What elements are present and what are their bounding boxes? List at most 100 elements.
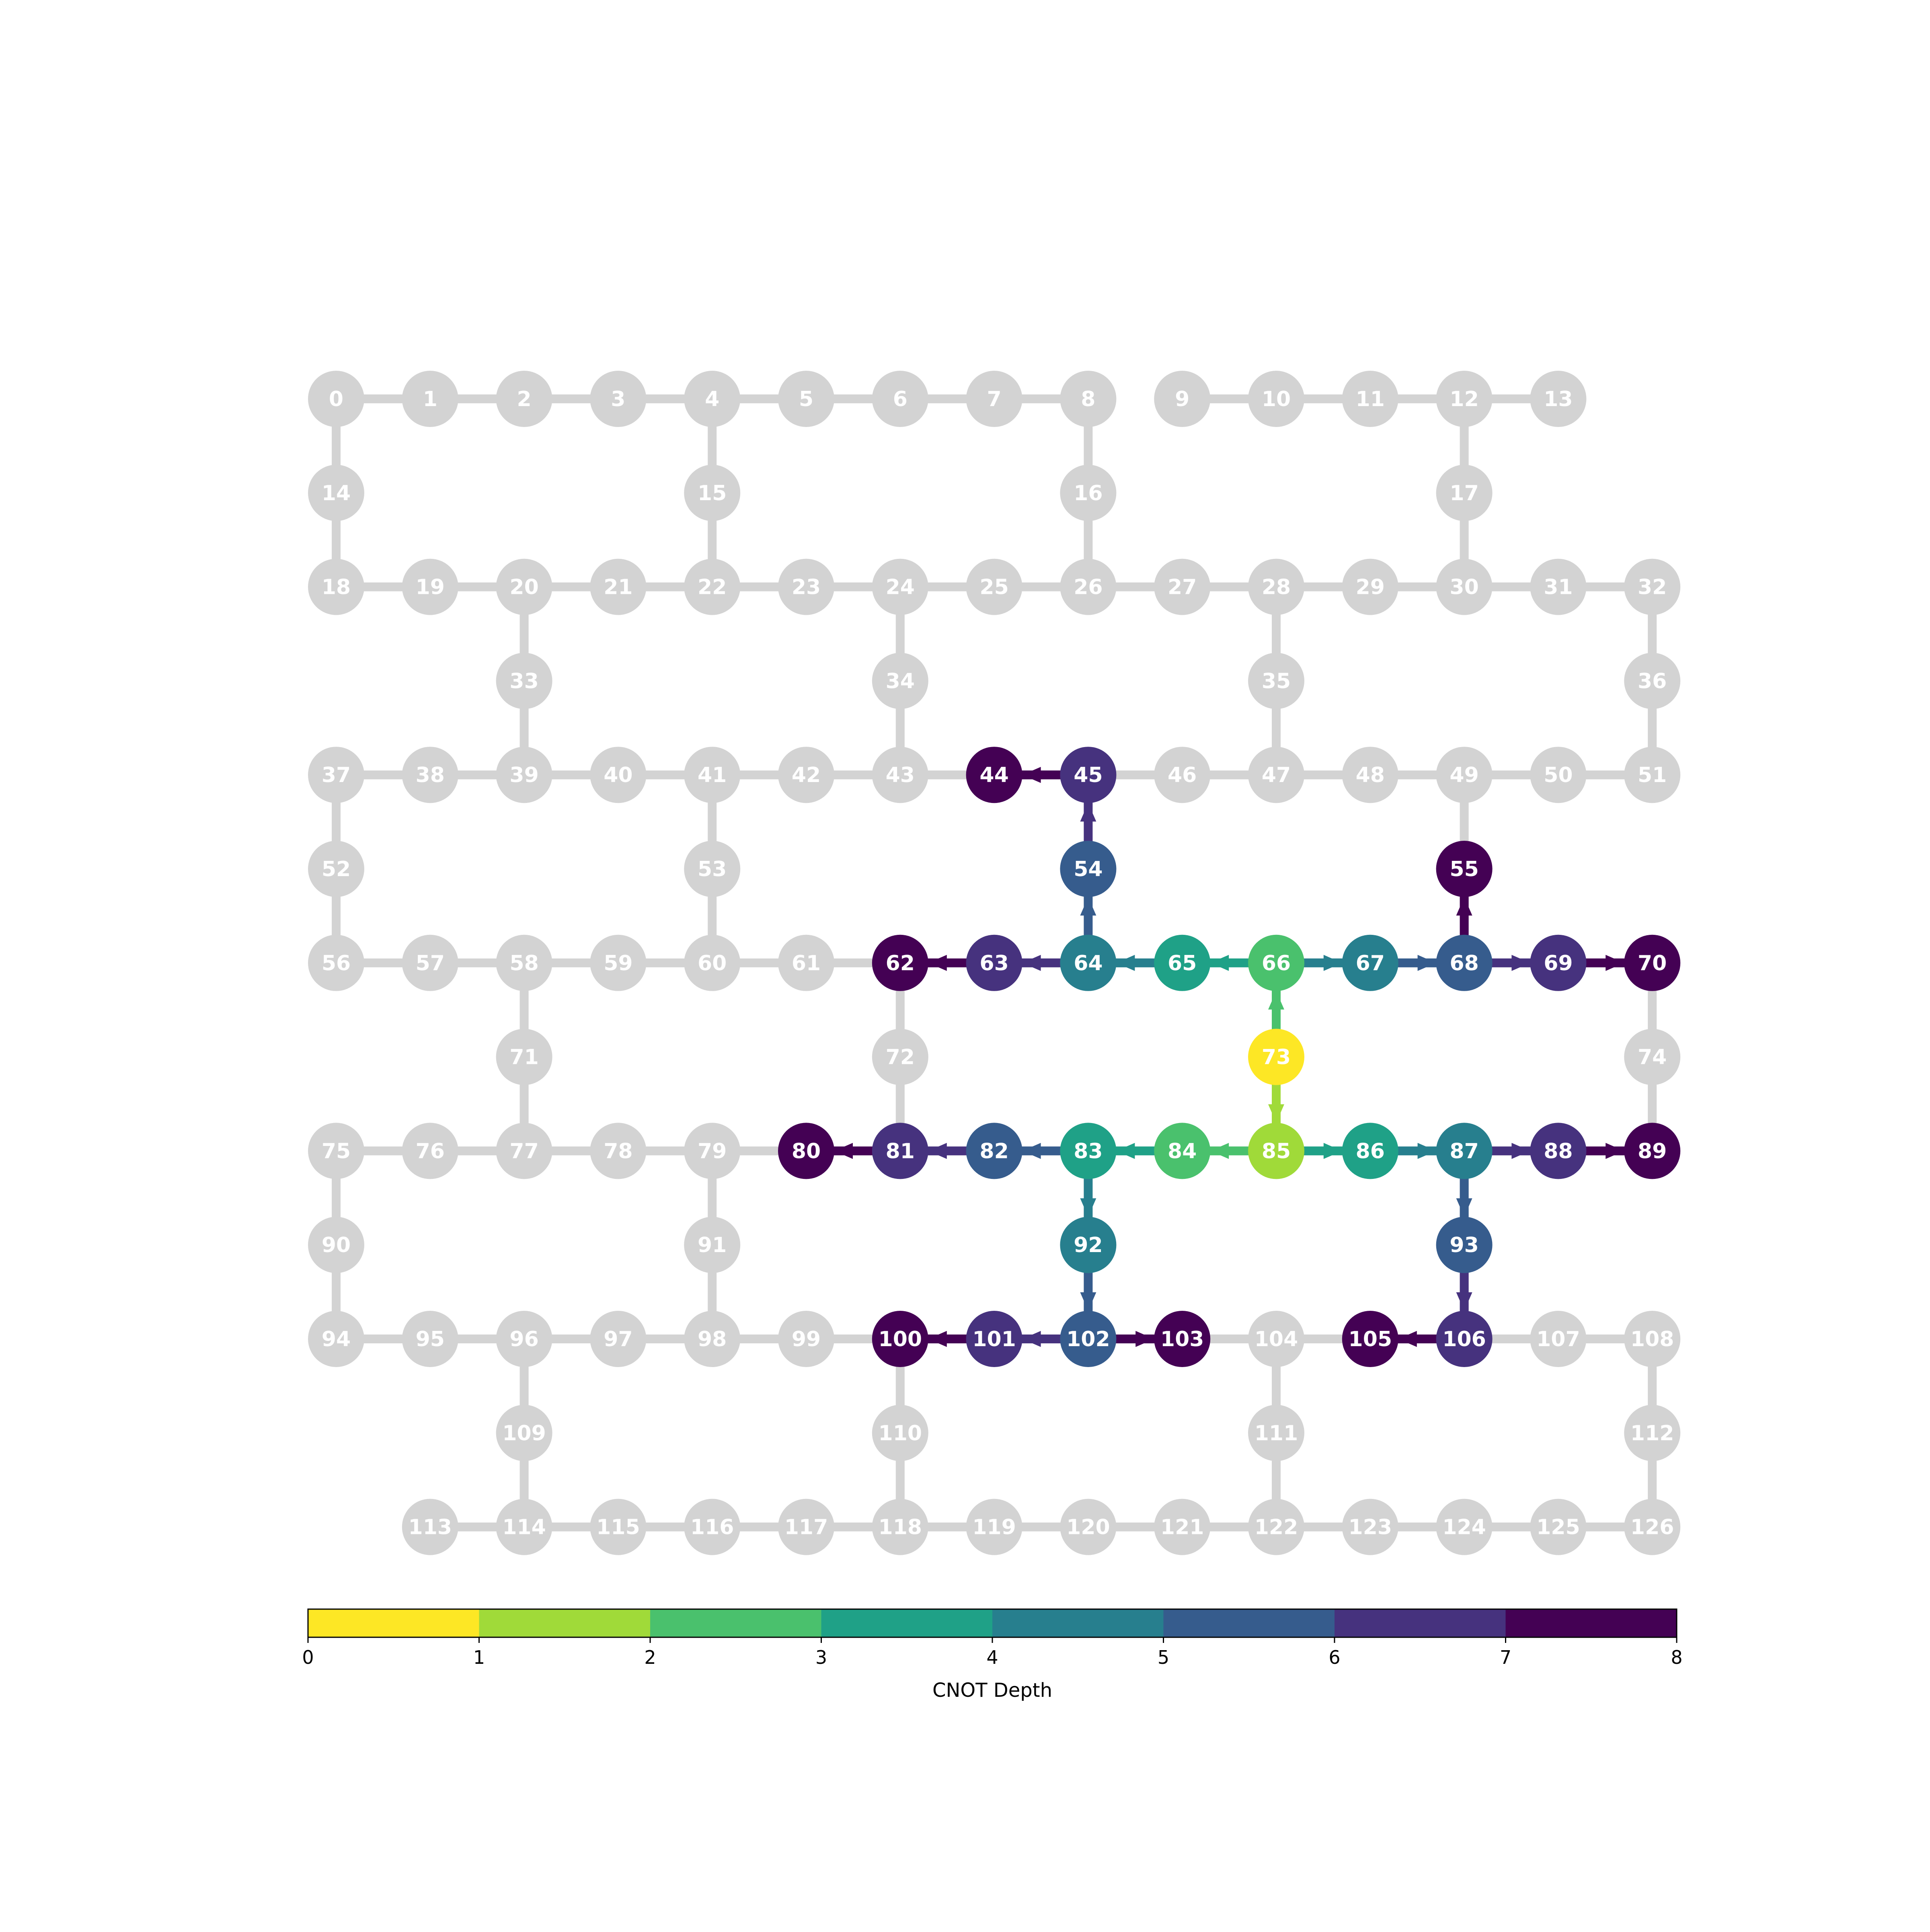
qubit-circle	[402, 1499, 458, 1555]
qubit-label: 34	[886, 669, 915, 693]
qubit-node-119: 119	[966, 1499, 1022, 1555]
qubit-circle	[1436, 841, 1493, 897]
qubit-node-126: 126	[1624, 1499, 1681, 1555]
qubit-node-85: 85	[1248, 1123, 1304, 1179]
cnot-arrowhead	[1210, 1143, 1229, 1159]
qubit-circle	[684, 1311, 741, 1367]
cnot-arrowhead	[1022, 1331, 1041, 1347]
qubit-node-61: 61	[778, 934, 834, 991]
qubit-node-86: 86	[1342, 1123, 1398, 1179]
qubit-node-27: 27	[1154, 558, 1211, 615]
qubit-circle	[1342, 1311, 1398, 1367]
qubit-label: 24	[886, 575, 915, 600]
qubit-circle	[308, 747, 364, 803]
qubit-node-81: 81	[872, 1123, 928, 1179]
qubit-label: 54	[1074, 857, 1103, 881]
qubit-circle	[496, 371, 552, 427]
qubit-circle	[1624, 1404, 1681, 1461]
qubit-circle	[1342, 371, 1398, 427]
cnot-arrowhead	[1135, 1331, 1154, 1347]
qubit-circle	[1060, 1499, 1117, 1555]
qubit-label: 27	[1168, 575, 1197, 600]
qubit-node-10: 10	[1248, 371, 1304, 427]
qubit-node-69: 69	[1530, 934, 1587, 991]
qubit-circle	[778, 1499, 834, 1555]
qubit-circle	[590, 1311, 647, 1367]
cnot-arrowhead	[1511, 955, 1530, 971]
qubit-circle	[402, 1311, 458, 1367]
qubit-label: 73	[1262, 1045, 1291, 1070]
qubit-label: 48	[1356, 763, 1385, 787]
qubit-circle	[1436, 464, 1493, 521]
qubit-label: 84	[1168, 1139, 1197, 1163]
qubit-circle	[1530, 1499, 1587, 1555]
qubit-circle	[1154, 1311, 1211, 1367]
qubit-node-24: 24	[872, 558, 928, 615]
colorbar-tick-label: 6	[1328, 1647, 1340, 1668]
qubit-label: 22	[698, 575, 727, 600]
qubit-circle	[402, 1123, 458, 1179]
qubit-node-113: 113	[402, 1499, 458, 1555]
qubit-node-75: 75	[308, 1123, 364, 1179]
qubit-circle	[1436, 747, 1493, 803]
qubit-node-111: 111	[1248, 1404, 1304, 1461]
qubit-label: 93	[1450, 1233, 1478, 1257]
colorbar-segment-2	[650, 1609, 821, 1637]
qubit-node-16: 16	[1060, 464, 1117, 521]
qubit-circle	[590, 558, 647, 615]
qubit-circle	[496, 558, 552, 615]
qubit-node-26: 26	[1060, 558, 1117, 615]
qubit-label: 6	[893, 387, 908, 411]
qubit-node-52: 52	[308, 841, 364, 897]
qubit-node-6: 6	[872, 371, 928, 427]
qubit-label: 83	[1074, 1139, 1103, 1163]
qubit-node-110: 110	[872, 1404, 928, 1461]
cnot-arrowhead	[1022, 955, 1041, 971]
qubit-node-8: 8	[1060, 371, 1117, 427]
qubit-node-29: 29	[1342, 558, 1398, 615]
colorbar-segment-7	[1505, 1609, 1677, 1637]
qubit-label: 18	[322, 575, 351, 600]
qubit-circle	[308, 841, 364, 897]
qubit-node-40: 40	[590, 747, 647, 803]
qubit-node-53: 53	[684, 841, 741, 897]
qubit-node-22: 22	[684, 558, 741, 615]
qubit-label: 4	[705, 387, 719, 411]
qubit-circle	[1342, 558, 1398, 615]
qubit-node-71: 71	[496, 1029, 552, 1085]
qubit-label: 9	[1175, 387, 1189, 411]
qubit-label: 52	[322, 857, 351, 881]
qubit-circle	[1342, 934, 1398, 991]
qubit-label: 50	[1544, 763, 1573, 787]
qubit-node-115: 115	[590, 1499, 647, 1555]
qubit-label: 126	[1630, 1515, 1674, 1540]
qubit-node-35: 35	[1248, 653, 1304, 709]
qubit-node-116: 116	[684, 1499, 741, 1555]
qubit-node-66: 66	[1248, 934, 1304, 991]
qubit-label: 122	[1254, 1515, 1298, 1540]
qubit-label: 101	[972, 1327, 1016, 1351]
qubit-label: 2	[517, 387, 532, 411]
qubit-label: 98	[698, 1327, 727, 1351]
colorbar-segments	[308, 1609, 1677, 1637]
qubit-label: 82	[979, 1139, 1008, 1163]
qubit-circle	[1248, 1311, 1304, 1367]
qubit-node-74: 74	[1624, 1029, 1681, 1085]
qubit-node-36: 36	[1624, 653, 1681, 709]
qubit-node-65: 65	[1154, 934, 1211, 991]
qubit-label: 17	[1450, 481, 1478, 505]
qubit-label: 5	[799, 387, 813, 411]
qubit-label: 25	[979, 575, 1008, 600]
qubit-label: 43	[886, 763, 915, 787]
qubit-node-122: 122	[1248, 1499, 1304, 1555]
qubit-circle	[496, 1311, 552, 1367]
qubit-node-28: 28	[1248, 558, 1304, 615]
qubit-circle	[966, 1123, 1022, 1179]
qubit-node-0: 0	[308, 371, 364, 427]
cnot-arrowhead	[928, 955, 947, 971]
qubit-circle	[778, 1311, 834, 1367]
qubit-node-25: 25	[966, 558, 1022, 615]
qubit-label: 125	[1536, 1515, 1580, 1540]
qubit-circle	[1060, 934, 1117, 991]
